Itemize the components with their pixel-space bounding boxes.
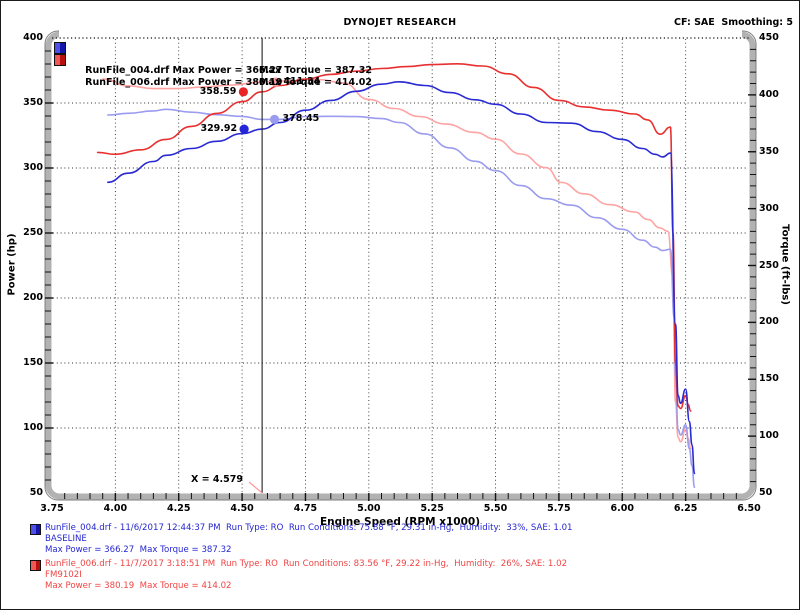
left-tick-300: 300 [23, 162, 43, 173]
left-tick-250: 250 [23, 227, 43, 238]
run2-legend-power: RunFile_006.drf Max Power = 380.19 [85, 77, 283, 88]
left-tick-400: 400 [23, 32, 43, 43]
x-tick-5.50: 5.50 [483, 503, 508, 514]
right-tick-100: 100 [759, 430, 779, 442]
right-tick-200: 200 [759, 316, 779, 328]
cursor-leader-line [248, 481, 263, 494]
x-tick-6.50: 6.50 [737, 503, 761, 514]
right-axis-title: Torque (ft-lbs) [779, 224, 791, 305]
right-tick-350: 350 [759, 145, 779, 157]
left-tick-150: 150 [23, 357, 43, 368]
run2-legend-icon-left [55, 55, 60, 65]
run2-legend-icon [54, 54, 66, 66]
curve-runfile-006-drf-torque [101, 78, 692, 450]
cursor-marker-dot-329.92 [239, 124, 249, 134]
plot-legend: RunFile_004.drf Max Power = 366.27 Max To… [54, 41, 372, 88]
x-axis-title: Engine Speed (RPM x1000) [320, 516, 480, 528]
cursor-marker-value-329.92: 329.92 [200, 123, 238, 135]
right-tick-450: 450 [759, 32, 779, 43]
correction-smoothing-label: CF: SAE Smoothing: 5 [674, 17, 793, 28]
run1-legend-power: RunFile_004.drf Max Power = 366.27 [85, 65, 283, 76]
gridlines [53, 39, 748, 492]
x-tick-5.75: 5.75 [547, 503, 571, 514]
curve-runfile-004-drf-torque [107, 108, 696, 489]
run2-conditions: RunFile_006.drf - 11/7/2017 3:18:51 PM R… [45, 559, 568, 569]
left-tick-350: 350 [23, 97, 43, 108]
cursor-marker-dot-358.59 [238, 87, 248, 97]
run2-info-icon [30, 560, 41, 571]
x-tick-4.00: 4.00 [103, 503, 128, 514]
x-tick-4.75: 4.75 [293, 503, 318, 514]
run2-legend-icon-right [60, 55, 65, 65]
plot-frame-edge [44, 30, 757, 501]
run1-legend-torque: Max Torque = 387.32 [259, 65, 372, 76]
left-tick-200: 200 [23, 292, 43, 303]
cursor-marker-value-411.34: 411.34 [283, 75, 321, 87]
page-title: DYNOJET RESEARCH [343, 17, 457, 28]
x-tick-6.00: 6.00 [610, 503, 634, 514]
cursor-x-readout: X = 4.579 [191, 474, 243, 485]
x-tick-3.75: 3.75 [40, 503, 64, 514]
right-tick-400: 400 [759, 88, 779, 100]
run2-max-values: Max Power = 380.19 Max Torque = 414.02 [45, 581, 232, 591]
run2-info-icon-right [35, 561, 40, 570]
run1-info-icon-right [35, 525, 40, 534]
cursor-marker-value-378.45: 378.45 [282, 113, 320, 125]
x-tick-4.50: 4.50 [230, 503, 254, 514]
run1-name: BASELINE [45, 534, 87, 544]
run1-legend-icon [54, 42, 66, 54]
run1-info-icon [30, 524, 41, 535]
cursor-marker-value-358.59: 358.59 [199, 85, 237, 97]
run1-max-values: Max Power = 366.27 Max Torque = 387.32 [45, 545, 232, 555]
frame-top-mask [59, 28, 742, 39]
run1-conditions: RunFile_004.drf - 11/6/2017 12:44:37 PM … [45, 523, 573, 533]
x-tick-5.00: 5.00 [357, 503, 381, 514]
axis-ticks [45, 48, 756, 501]
left-axis-title: Power (hp) [6, 233, 18, 296]
x-tick-5.25: 5.25 [420, 503, 444, 514]
plot-frame [45, 31, 756, 500]
x-tick-4.25: 4.25 [166, 503, 191, 514]
right-tick-250: 250 [759, 259, 779, 271]
left-tick-50: 50 [29, 487, 43, 498]
cursor-marker-dot-378.45 [269, 114, 280, 124]
curve-runfile-006-drf-power [96, 62, 692, 412]
run2-name: FM9102I [45, 570, 82, 580]
run1-legend-icon-left [55, 43, 60, 53]
x-tick-6.25: 6.25 [673, 503, 698, 514]
run1-legend-icon-right [60, 43, 65, 53]
run2-info-icon-left [31, 561, 36, 570]
right-tick-50: 50 [759, 487, 773, 498]
left-tick-100: 100 [23, 422, 43, 433]
right-tick-300: 300 [759, 202, 779, 214]
right-tick-150: 150 [759, 373, 779, 385]
run2-legend-torque: Max Torque = 414.02 [259, 77, 372, 88]
cursor-marker-dot-411.34 [270, 77, 281, 87]
curve-runfile-004-drf-power [107, 80, 696, 475]
run1-info-icon-left [31, 525, 36, 534]
